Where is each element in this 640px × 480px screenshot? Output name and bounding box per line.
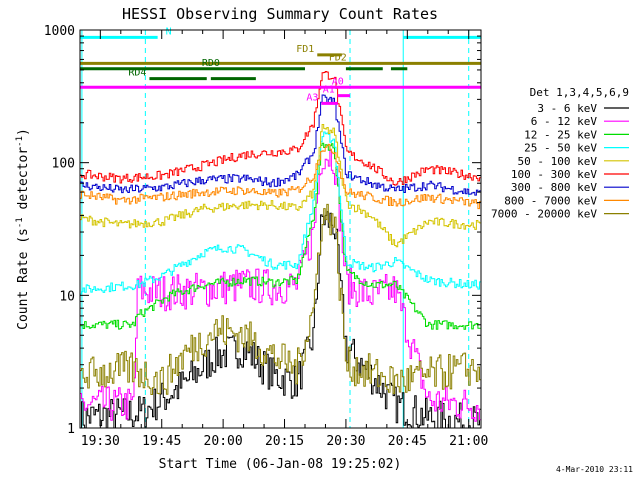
flag-label: A1 xyxy=(323,85,335,96)
date-stamp: 4-Mar-2010 23:11 xyxy=(556,465,633,474)
series-line xyxy=(80,211,482,429)
y-tick-label: 100 xyxy=(52,157,75,172)
flag-label: RD4 xyxy=(128,68,146,79)
x-tick-label: 21:00 xyxy=(449,434,488,449)
flag-label: RD0 xyxy=(202,58,220,69)
y-tick-label: 10 xyxy=(59,289,75,304)
legend-label: 3 - 6 keV xyxy=(537,102,597,115)
x-axis-label: Start Time (06-Jan-08 19:25:02) xyxy=(159,457,402,472)
y-tick-label: 1000 xyxy=(44,24,75,39)
legend-label: 800 - 7000 keV xyxy=(504,194,597,207)
legend-label: 100 - 300 keV xyxy=(511,168,597,181)
chart-title: HESSI Observing Summary Count Rates xyxy=(122,5,438,23)
legend-label: 50 - 100 keV xyxy=(518,155,598,168)
x-tick-label: 19:45 xyxy=(142,434,181,449)
series-line xyxy=(80,94,482,196)
series-line xyxy=(80,142,482,330)
y-axis-label: Count Rate (s-1 detector-1) xyxy=(15,128,31,330)
x-axis: 19:30 19:45 20:00 20:15 20:30 20:45 21:00 xyxy=(81,30,488,449)
x-tick-label: 20:15 xyxy=(265,434,304,449)
x-tick-label: 20:00 xyxy=(204,434,243,449)
legend-label: 7000 - 20000 keV xyxy=(491,208,597,221)
time-markers xyxy=(81,30,470,428)
series-line xyxy=(80,71,482,186)
series-line xyxy=(80,131,482,295)
flag-label: N xyxy=(166,26,172,37)
plot-frame xyxy=(79,29,482,429)
series-line xyxy=(80,143,482,210)
legend-label: 12 - 25 keV xyxy=(524,128,597,141)
flag-label: A3 xyxy=(306,92,318,103)
legend-label: 6 - 12 keV xyxy=(531,115,598,128)
series-line xyxy=(80,149,482,422)
x-tick-label: 20:30 xyxy=(326,434,365,449)
x-tick-label: 19:30 xyxy=(81,434,120,449)
flag-label: A0 xyxy=(332,76,344,87)
series-line xyxy=(80,203,482,395)
legend-label: 300 - 800 keV xyxy=(511,181,597,194)
flag-label: FD2 xyxy=(329,52,347,63)
legend-title: Det 1,3,4,5,6,9 xyxy=(530,86,629,99)
y-tick-label: 1 xyxy=(67,422,75,437)
y-axis: 1 10 100 1000 xyxy=(44,24,481,437)
flag-label: FD1 xyxy=(296,44,314,55)
legend-label: 25 - 50 keV xyxy=(524,142,597,155)
x-tick-label: 20:45 xyxy=(388,434,427,449)
series-line xyxy=(80,124,482,248)
series-lines xyxy=(80,71,482,429)
